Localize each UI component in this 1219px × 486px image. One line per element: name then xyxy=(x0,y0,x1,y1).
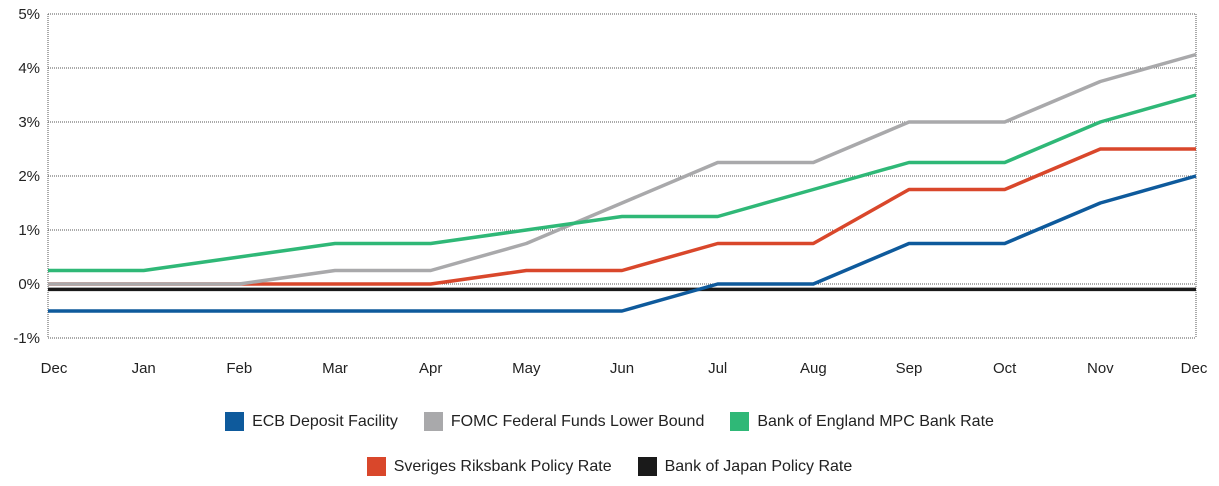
x-tick-label: Jul xyxy=(708,360,727,377)
legend-label-fomc: FOMC Federal Funds Lower Bound xyxy=(450,412,705,430)
legend-swatch-riksbank xyxy=(366,457,386,476)
series-lines xyxy=(48,52,1197,313)
series-line xyxy=(48,52,1197,286)
legend-label-ecb: ECB Deposit Facility xyxy=(252,412,398,430)
x-tick-label: Mar xyxy=(322,360,348,377)
legend-item-boe: Bank of England MPC Bank Rate xyxy=(730,412,994,431)
legend-swatch-ecb xyxy=(225,412,245,431)
x-tick-label: Nov xyxy=(1087,360,1114,377)
y-tick-label: 0% xyxy=(18,276,40,293)
series-line xyxy=(48,174,1197,313)
x-tick-label: Jan xyxy=(132,360,156,377)
x-tick-label: May xyxy=(512,360,541,377)
y-tick-label: 2% xyxy=(18,168,40,185)
y-tick-label: -1% xyxy=(13,330,40,347)
series-line xyxy=(48,93,1197,273)
x-tick-label: Dec xyxy=(1181,360,1208,377)
legend-row-2: Sveriges Riksbank Policy Rate Bank of Ja… xyxy=(0,457,1219,476)
x-tick-label: Feb xyxy=(226,360,252,377)
x-tick-label: Apr xyxy=(419,360,442,377)
line-chart: -1% 0% 1% 2% 3% 4% 5% Dec Jan Feb Mar Apr May Jun Jul… xyxy=(13,6,1208,377)
legend-item-fomc: FOMC Federal Funds Lower Bound xyxy=(423,412,705,431)
y-tick-label: 3% xyxy=(18,114,40,131)
x-tick-label: Oct xyxy=(993,360,1017,377)
legend-label-boj: Bank of Japan Policy Rate xyxy=(664,457,853,475)
legend-label-riksbank: Sveriges Riksbank Policy Rate xyxy=(393,457,612,475)
y-axis-tick-labels: -1% 0% 1% 2% 3% 4% 5% xyxy=(13,6,40,347)
x-tick-label: Aug xyxy=(800,360,827,377)
x-axis-tick-labels: Dec Jan Feb Mar Apr May Jun Jul Aug Sep Oct Nov Dec xyxy=(41,360,1208,377)
y-tick-label: 4% xyxy=(18,60,40,77)
legend-swatch-fomc xyxy=(423,412,443,431)
x-tick-label: Sep xyxy=(896,360,923,377)
legend-row-1: ECB Deposit Facility FOMC Federal Funds … xyxy=(0,412,1219,431)
legend-item-riksbank: Sveriges Riksbank Policy Rate xyxy=(366,457,612,476)
legend-swatch-boj xyxy=(637,457,657,476)
x-tick-label: Dec xyxy=(41,360,68,377)
legend-item-ecb: ECB Deposit Facility xyxy=(225,412,398,431)
legend-item-boj: Bank of Japan Policy Rate xyxy=(637,457,853,476)
legend-label-boe: Bank of England MPC Bank Rate xyxy=(757,412,994,430)
y-tick-label: 1% xyxy=(18,222,40,239)
y-tick-label: 5% xyxy=(18,6,40,23)
legend-swatch-boe xyxy=(730,412,750,431)
x-tick-label: Jun xyxy=(610,360,634,377)
